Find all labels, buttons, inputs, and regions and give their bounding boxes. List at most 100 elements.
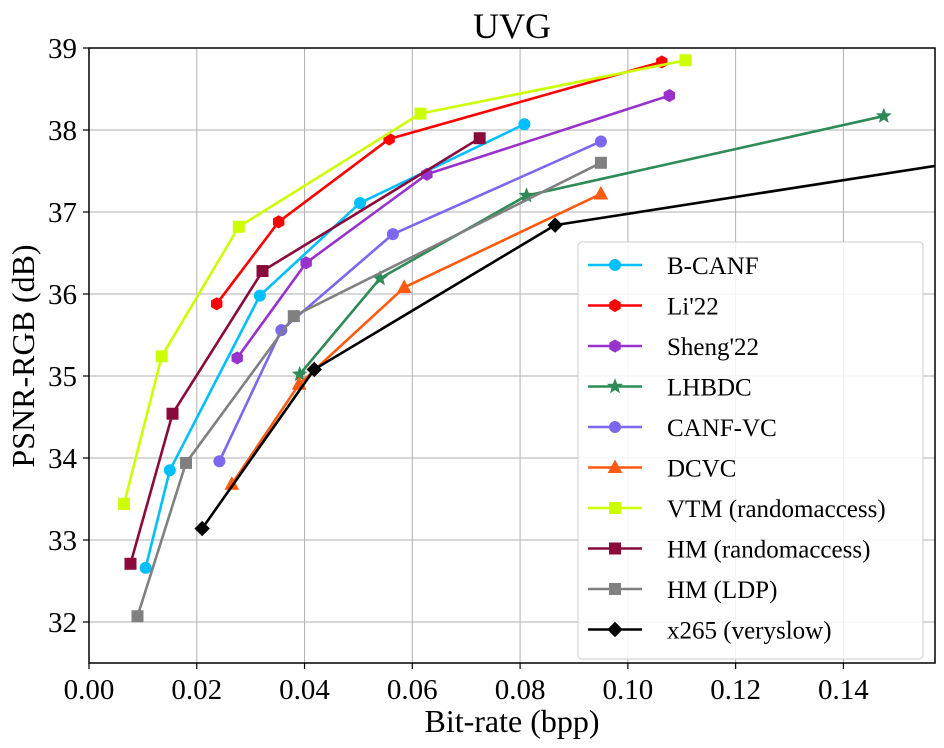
y-tick-label: 35 — [48, 361, 77, 393]
series-line-b-canf — [144, 123, 525, 569]
data-point-sheng-22 — [663, 88, 676, 103]
series-line-hm-randomaccess — [129, 137, 481, 565]
data-point-canf-vc — [213, 455, 226, 468]
x-tick-label: 0.10 — [602, 674, 653, 706]
series-line-li-22 — [215, 60, 663, 305]
x-tick-label: 0.06 — [387, 674, 438, 706]
legend-entry-x265-veryslow: x265 (veryslow) — [588, 618, 832, 645]
series-line-canf-vc — [218, 140, 602, 462]
data-point-hm-ldp — [594, 156, 607, 169]
x-tick-label: 0.14 — [818, 674, 869, 706]
legend-entry-sheng-22: Sheng'22 — [588, 334, 759, 361]
data-point-sheng-22 — [300, 256, 312, 270]
data-point-lhbdc — [875, 107, 892, 123]
y-tick-label: 38 — [48, 115, 77, 147]
data-point-x265-veryslow — [547, 217, 563, 233]
data-point-hm-ldp — [179, 456, 192, 469]
y-tick-label: 36 — [48, 279, 77, 311]
series-line-sheng-22 — [236, 94, 670, 359]
legend-entry-hm-randomaccess: HM (randomaccess) — [588, 537, 870, 564]
data-point-hm-ldp — [287, 310, 300, 323]
legend-label: LHBDC — [667, 375, 752, 402]
series-dcvc — [224, 185, 609, 490]
data-point-hm-randomaccess — [256, 265, 269, 278]
legend-label: x265 (veryslow) — [667, 618, 832, 645]
data-point-vtm-randomaccess — [155, 350, 168, 363]
x-tick-label: 0.04 — [279, 674, 330, 706]
data-point-vtm-randomaccess — [118, 497, 131, 510]
x-tick-label: 0.12 — [710, 674, 761, 706]
series-line-x265-veryslow — [201, 164, 935, 530]
legend-label: VTM (randomaccess) — [667, 496, 886, 523]
data-point-b-canf — [518, 118, 531, 131]
legend-entry-dcvc: DCVC — [588, 456, 736, 483]
legend-swatch-marker-canf-vc — [609, 421, 621, 433]
legend-swatch-marker-li-22 — [609, 298, 621, 313]
series-x265-veryslow — [194, 164, 935, 537]
x-tick-label: 0.02 — [171, 674, 222, 706]
legend-swatch-marker-vtm-randomaccess — [609, 502, 621, 514]
legend-swatch-marker-lhbdc — [607, 378, 623, 394]
legend: B-CANF Li'22 Sheng'22 LHBDC CANF-VC DCVC VTM (… — [577, 241, 924, 660]
data-point-canf-vc — [594, 135, 607, 148]
legend-entry-hm-ldp: HM (LDP) — [588, 577, 777, 604]
legend-label: HM (randomaccess) — [667, 537, 870, 564]
legend-entry-b-canf: B-CANF — [588, 253, 759, 280]
chart-title: UVG — [473, 6, 551, 46]
legend-label: Li'22 — [667, 294, 719, 321]
series-sheng-22 — [231, 88, 676, 365]
y-tick-label: 32 — [48, 607, 77, 639]
y-tick-label: 34 — [48, 443, 78, 475]
series-vtm-randomaccess — [118, 54, 692, 510]
data-point-x265-veryslow — [306, 361, 322, 378]
data-point-li-22 — [211, 297, 223, 311]
data-point-canf-vc — [386, 228, 399, 241]
series-line-hm-ldp — [136, 161, 602, 617]
legend-swatch-marker-hm-ldp — [609, 583, 621, 595]
data-point-vtm-randomaccess — [679, 54, 692, 67]
y-tick-label: 37 — [48, 197, 77, 229]
legend-swatch-marker-hm-randomaccess — [609, 542, 621, 555]
x-tick-label: 0.00 — [64, 674, 115, 706]
series-hm-randomaccess — [124, 132, 486, 570]
series-b-canf — [139, 118, 531, 574]
data-point-vtm-randomaccess — [414, 107, 427, 120]
legend-swatch-marker-sheng-22 — [609, 339, 621, 353]
legend-label: DCVC — [667, 456, 736, 483]
data-point-hm-randomaccess — [124, 557, 137, 570]
x-tick-label: 0.08 — [495, 674, 546, 706]
y-tick-label: 39 — [48, 33, 77, 65]
series-line-dcvc — [230, 192, 602, 485]
data-point-hm-randomaccess — [473, 132, 486, 145]
data-point-li-22 — [272, 215, 285, 229]
legend-swatch-marker-x265-veryslow — [607, 621, 623, 638]
data-point-dcvc — [396, 279, 412, 293]
legend-entry-canf-vc: CANF-VC — [588, 415, 777, 442]
legend-entry-vtm-randomaccess: VTM (randomaccess) — [588, 496, 886, 523]
legend-entry-lhbdc: LHBDC — [588, 375, 752, 402]
data-point-hm-randomaccess — [166, 407, 179, 420]
data-point-vtm-randomaccess — [232, 220, 245, 233]
legend-box — [577, 241, 924, 660]
legend-label: HM (LDP) — [667, 577, 777, 604]
data-point-b-canf — [139, 561, 152, 574]
data-point-sheng-22 — [231, 351, 243, 365]
data-point-b-canf — [354, 196, 367, 209]
legend-swatch-marker-dcvc — [607, 459, 623, 473]
legend-label: Sheng'22 — [667, 334, 759, 361]
data-point-dcvc — [593, 185, 609, 200]
data-point-b-canf — [253, 289, 266, 302]
legend-label: B-CANF — [667, 253, 759, 280]
series-hm-ldp — [131, 156, 607, 623]
plot-frame — [88, 47, 936, 664]
y-axis-label: PSNR-RGB (dB) — [5, 244, 41, 467]
data-point-hm-ldp — [131, 610, 144, 623]
legend-label: CANF-VC — [667, 415, 777, 442]
x-axis-label: Bit-rate (bpp) — [424, 703, 599, 739]
data-point-x265-veryslow — [194, 520, 210, 537]
data-point-b-canf — [163, 464, 176, 477]
y-tick-label: 33 — [48, 525, 77, 557]
legend-entry-li-22: Li'22 — [588, 294, 719, 321]
legend-swatch-marker-b-canf — [609, 259, 621, 271]
